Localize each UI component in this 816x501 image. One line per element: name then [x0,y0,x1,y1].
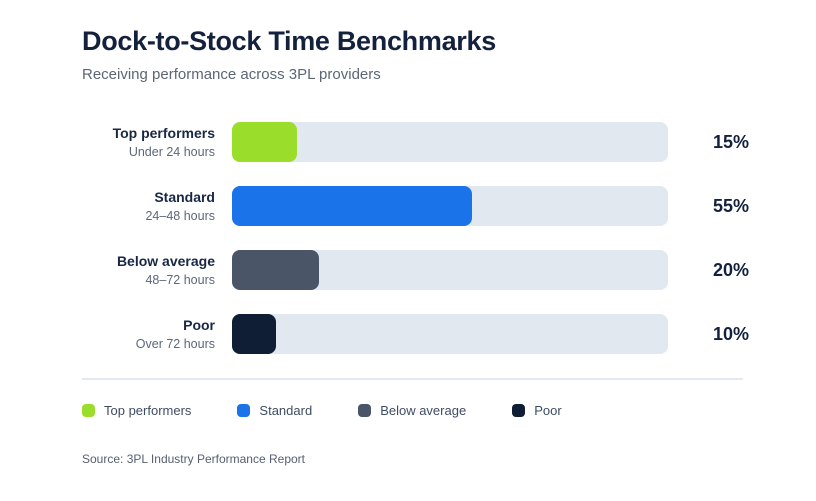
divider [82,378,743,380]
legend-item-below-average: Below average [358,403,466,418]
value-label: 20% [712,259,750,280]
bar-fill-standard [232,186,472,226]
bar-track [232,122,668,162]
value-label: 15% [712,131,750,152]
source-note: Source: 3PL Industry Performance Report [82,452,305,466]
row-label-block: Standard 24–48 hours [82,189,215,224]
legend-label: Below average [380,403,467,418]
legend-label: Top performers [104,403,192,418]
row-label-block: Top performers Under 24 hours [82,125,215,160]
row-label-block: Poor Over 72 hours [82,317,215,352]
category-sublabel: 48–72 hours [145,273,215,288]
legend-swatch-standard [237,404,251,417]
category-label: Standard [154,188,215,205]
legend-label: Poor [534,403,562,418]
category-label: Top performers [112,124,215,141]
value-label: 10% [712,323,750,344]
bar-track [232,186,668,226]
page-title: Dock-to-Stock Time Benchmarks [82,26,496,56]
legend-swatch-top-performers [82,404,95,417]
legend-swatch-below-average [358,404,372,417]
legend-item-top-performers: Top performers [82,403,191,418]
bar-row-poor: Poor Over 72 hours 10% [82,314,816,354]
row-label-block: Below average 48–72 hours [82,253,215,288]
legend-item-standard: Standard [237,403,312,418]
legend: Top performers Standard Below average Po… [82,403,816,418]
bar-row-below-average: Below average 48–72 hours 20% [82,250,816,290]
legend-label: Standard [259,403,313,418]
value-label: 55% [712,195,750,216]
bar-fill-poor [232,314,276,354]
bar-row-top-performers: Top performers Under 24 hours 15% [82,122,816,162]
category-sublabel: Over 72 hours [135,337,215,352]
legend-swatch-poor [512,404,526,417]
bar-chart: Top performers Under 24 hours 15% Standa… [82,122,816,354]
category-label: Below average [116,252,215,269]
bar-row-standard: Standard 24–48 hours 55% [82,186,816,226]
legend-item-poor: Poor [512,403,562,418]
chart-card: Dock-to-Stock Time Benchmarks Receiving … [82,26,816,466]
bar-track [232,250,668,290]
category-sublabel: 24–48 hours [145,209,215,224]
category-sublabel: Under 24 hours [128,145,215,160]
bar-fill-below-average [232,250,320,290]
bar-track [232,314,668,354]
page-subtitle: Receiving performance across 3PL provide… [82,66,381,83]
category-label: Poor [183,316,215,333]
bar-fill-top-performers [232,122,298,162]
